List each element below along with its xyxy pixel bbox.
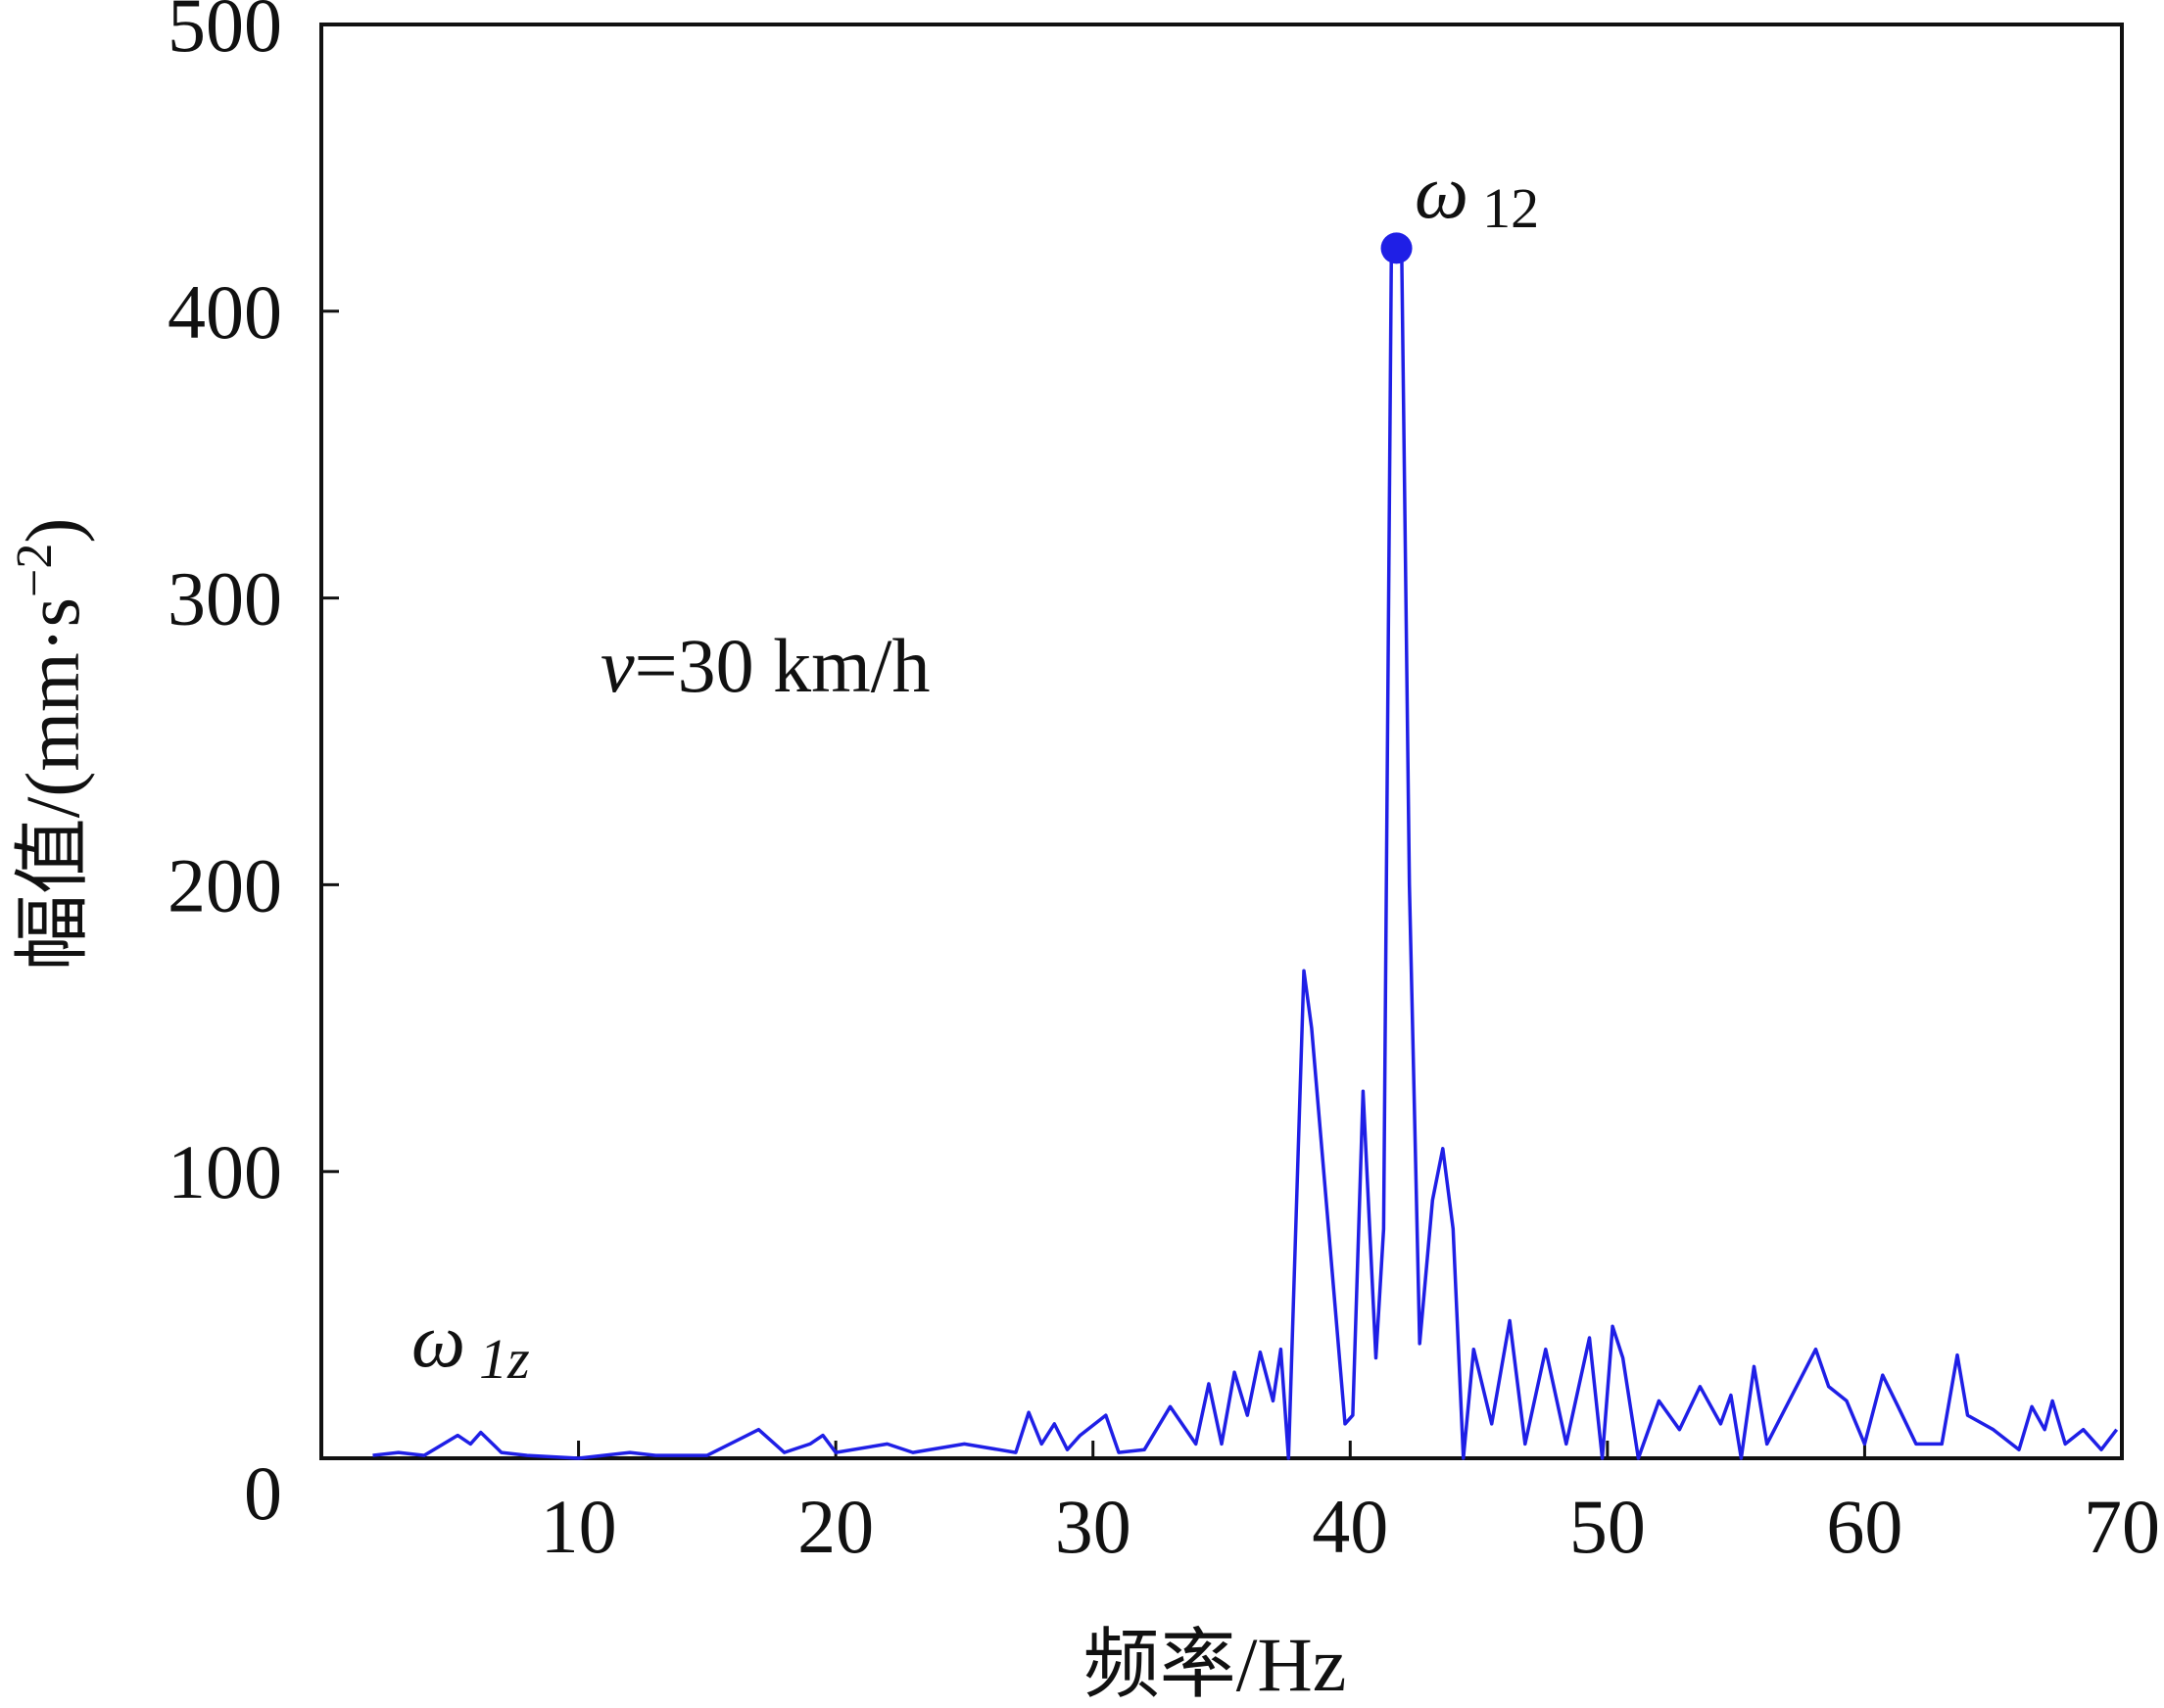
- y-axis-label: 幅值/(mm·s−2): [7, 518, 95, 972]
- peak-sub: 12: [1482, 176, 1539, 240]
- y-tick-label: 100: [168, 1129, 282, 1214]
- y-axis-label-end: ): [10, 518, 95, 544]
- x-axis-label: 频率/Hz: [1083, 1622, 1347, 1707]
- x-tick-label: 20: [797, 1484, 874, 1569]
- x-tick-label: 30: [1055, 1484, 1131, 1569]
- x-tick-label: 10: [541, 1484, 617, 1569]
- y-tick-label: 200: [168, 842, 282, 927]
- y-axis-label-main: 幅值/(mm·s: [10, 597, 95, 971]
- annotation-text: =30 km/h: [635, 623, 931, 708]
- annotation: ω 1z: [411, 1298, 530, 1391]
- plot-frame: [319, 23, 2124, 1460]
- y-tick-label: 300: [168, 556, 282, 641]
- annotation: v=30 km/h: [601, 623, 930, 708]
- series-line: [372, 246, 2119, 1460]
- annotation-italic: v: [601, 623, 635, 708]
- annotation-symbol: ω: [411, 1298, 465, 1383]
- x-tick-label: 50: [1569, 1484, 1646, 1569]
- y-tick-label: 400: [168, 269, 282, 355]
- y-axis-label-sup: −2: [7, 544, 63, 597]
- annotation-sub: 1z: [479, 1327, 530, 1391]
- y-tick-label: 500: [168, 0, 282, 68]
- x-tick-label: 60: [1826, 1484, 1902, 1569]
- peak-marker: [1380, 232, 1413, 264]
- y-tick-label: 0: [244, 1450, 282, 1536]
- x-tick-label: 40: [1312, 1484, 1388, 1569]
- peak-symbol: ω: [1415, 149, 1468, 234]
- peak-annotation: ω 12: [1415, 149, 1539, 240]
- x-tick-label: 70: [2084, 1484, 2160, 1569]
